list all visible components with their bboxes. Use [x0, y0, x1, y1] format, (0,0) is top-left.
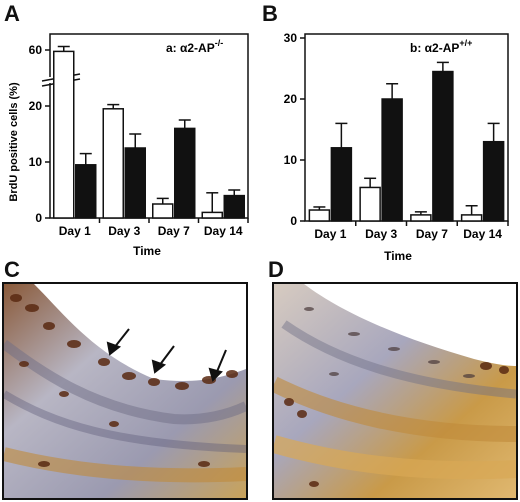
micrograph-d-image: [274, 284, 516, 498]
chart-b-ytick-label: 0: [290, 214, 297, 228]
chart-a-annotation-sup: -/-: [215, 38, 224, 48]
chart-a-ytick-label: 0: [35, 211, 42, 225]
chart-a-bar: [152, 203, 174, 219]
chart-b-bar: [308, 209, 331, 222]
chart-a-bar: [53, 50, 75, 219]
chart-a-xlabel: Time: [133, 244, 161, 258]
chart-a-xtick-label: Day 1: [59, 224, 91, 238]
chart-b-ytick-label: 10: [284, 153, 298, 167]
panel-letter-a: A: [4, 1, 20, 26]
chart-a-xtick-label: Day 7: [158, 224, 190, 238]
chart-b-bar: [460, 214, 483, 222]
chart-a-annotation: a: α2-AP-/-: [166, 38, 223, 55]
panel-letter-b: B: [262, 1, 278, 26]
chart-a-xtick-label: Day 14: [204, 224, 243, 238]
micrograph-d: [272, 282, 518, 500]
chart-b-ytick-label: 30: [284, 31, 298, 45]
arrow-icons-c: [106, 328, 227, 382]
chart-b-bar: [482, 140, 505, 222]
micrograph-c: [2, 282, 248, 500]
tissue-band-d: [274, 284, 516, 498]
chart-a-bar: [201, 211, 223, 219]
chart-a-bar: [124, 147, 146, 219]
chart-a-bar: [102, 108, 124, 219]
chart-b-xlabel: Time: [384, 249, 412, 262]
chart-b-xtick-label: Day 14: [463, 227, 502, 241]
chart-a-xtick-label: Day 3: [108, 224, 140, 238]
chart-b-bar: [330, 147, 353, 222]
chart-a-ylabel: BrdU positive cells (%): [8, 82, 20, 202]
tissue-band-c: [4, 284, 246, 498]
chart-a-ytick-label: 10: [29, 155, 43, 169]
chart-a-bar: [75, 164, 97, 219]
chart-a-bar: [223, 194, 245, 219]
chart-b-annotation: b: α2-AP+/+: [410, 38, 472, 55]
chart-b-xtick-label: Day 7: [416, 227, 448, 241]
chart-b-xtick-label: Day 3: [365, 227, 397, 241]
chart-b-annotation-sup: +/+: [459, 38, 472, 48]
panel-letter-c: C: [4, 257, 20, 282]
chart-b-bar: [359, 186, 381, 222]
chart-b-ytick-label: 20: [284, 92, 298, 106]
chart-b-xtick-label: Day 1: [314, 227, 346, 241]
chart-b-bar: [410, 214, 432, 222]
micrograph-c-image: [4, 284, 246, 498]
chart-b-bar: [432, 70, 454, 222]
chart-b-bar: [381, 98, 403, 222]
panel-letter-d: D: [268, 257, 284, 282]
chart-a: BrdU positive cells (%) a: α2-AP-/- Time…: [8, 33, 249, 258]
chart-a-ytick-label: 60: [29, 43, 43, 57]
chart-a-ytick-label: 20: [29, 99, 43, 113]
chart-a-bar: [174, 127, 196, 219]
chart-b: b: α2-AP+/+ Time 0 10 20 30 Day 1 Day 3 Day 7 D…: [284, 31, 509, 262]
